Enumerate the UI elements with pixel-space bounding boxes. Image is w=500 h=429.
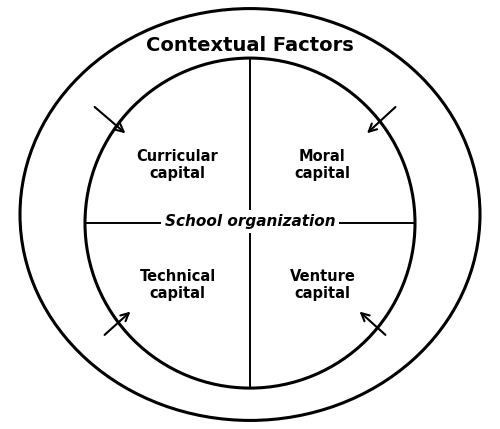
Text: School organization: School organization xyxy=(164,214,336,229)
Text: Venture
capital: Venture capital xyxy=(290,269,356,302)
Text: Curricular
capital: Curricular capital xyxy=(136,149,218,181)
Text: Technical
capital: Technical capital xyxy=(140,269,216,302)
Text: Moral
capital: Moral capital xyxy=(294,149,350,181)
Text: Contextual Factors: Contextual Factors xyxy=(146,36,354,54)
Ellipse shape xyxy=(85,58,415,388)
